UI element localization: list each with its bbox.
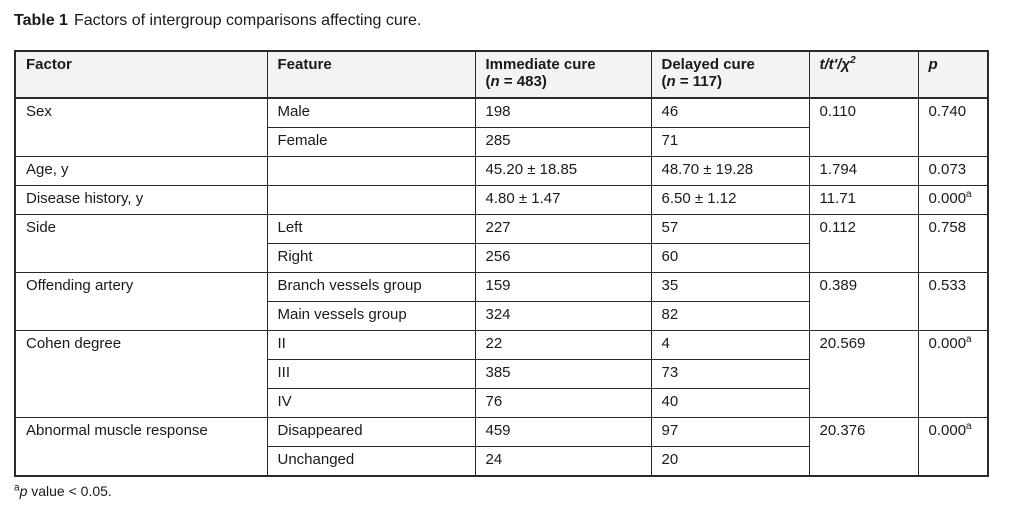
table-row: Unchanged 24 20 <box>15 446 988 477</box>
table-label: Table 1 <box>14 12 68 29</box>
table-row: Offending artery Branch vessels group 15… <box>14 272 989 331</box>
delayed-cell: 71 <box>650 127 810 157</box>
table-title: Factors of intergroup comparisons affect… <box>73 12 422 29</box>
table-row: Main vessels group 324 82 <box>15 301 988 331</box>
stat-cell: 1.794 <box>808 156 919 186</box>
delayed-cell: 97 <box>650 417 810 447</box>
delayed-cell: 48.70 ± 19.28 <box>650 156 810 186</box>
header-stat: t/t'/χ2 <box>808 50 919 99</box>
immediate-cell: 227 <box>474 214 652 244</box>
factor-cell: Age, y <box>14 156 268 186</box>
factor-cell: Abnormal muscle response <box>14 417 268 477</box>
table-row: Age, y 45.20 ± 18.85 48.70 ± 19.28 1.794… <box>14 156 989 186</box>
stat-cell: 0.110 <box>808 97 919 157</box>
stat-cell: 0.389 <box>808 272 919 331</box>
feature-cell: Disappeared <box>266 417 476 447</box>
header-delayed: Delayed cure (n = 117) <box>650 50 810 99</box>
stat-cell: 20.376 <box>808 417 919 477</box>
header-factor: Factor <box>14 50 268 99</box>
factor-cell: Sex <box>14 97 268 157</box>
feature-cell: Main vessels group <box>266 301 476 331</box>
factor-cell: Offending artery <box>14 272 268 331</box>
immediate-cell: 324 <box>474 301 652 331</box>
immediate-cell: 385 <box>474 359 652 389</box>
immediate-cell: 24 <box>474 446 652 477</box>
p-cell: 0.740 <box>917 97 989 157</box>
data-table: Factor Feature Immediate cure (n = 483) D… <box>14 50 989 477</box>
stat-cell: 11.71 <box>808 185 919 215</box>
immediate-cell: 45.20 ± 18.85 <box>474 156 652 186</box>
immediate-cell: 4.80 ± 1.47 <box>474 185 652 215</box>
factor-cell: Side <box>14 214 268 273</box>
immediate-cell: 459 <box>474 417 652 447</box>
immediate-cell: 159 <box>474 272 652 302</box>
feature-cell: III <box>266 359 476 389</box>
p-cell: 0.000a <box>917 185 989 215</box>
immediate-cell: 285 <box>474 127 652 157</box>
table-row: Disease history, y 4.80 ± 1.47 6.50 ± 1.… <box>14 185 989 215</box>
delayed-cell: 4 <box>650 330 810 360</box>
table-row: IV 76 40 <box>15 388 988 418</box>
delayed-cell: 20 <box>650 446 810 477</box>
table-row: Right 256 60 <box>15 243 988 273</box>
table-caption: Table 1 Factors of intergroup comparisons… <box>14 10 421 32</box>
feature-cell <box>266 156 476 186</box>
p-cell: 0.073 <box>917 156 989 186</box>
immediate-cell: 76 <box>474 388 652 418</box>
delayed-cell: 46 <box>650 97 810 128</box>
p-cell: 0.000a <box>917 330 989 418</box>
header-immediate: Immediate cure (n = 483) <box>474 50 652 99</box>
header-p: p <box>917 50 989 99</box>
feature-cell: Unchanged <box>266 446 476 477</box>
feature-cell: II <box>266 330 476 360</box>
feature-cell: Male <box>266 97 476 128</box>
table-row: Side Left 227 57 0.112 0.758 <box>14 214 989 273</box>
table-row: Sex Male 198 46 0.110 0.740 <box>14 97 989 157</box>
stat-cell: 20.569 <box>808 330 919 418</box>
factor-cell: Cohen degree <box>14 330 268 418</box>
delayed-cell: 60 <box>650 243 810 273</box>
delayed-cell: 40 <box>650 388 810 418</box>
feature-cell: Branch vessels group <box>266 272 476 302</box>
immediate-cell: 22 <box>474 330 652 360</box>
stat-cell: 0.112 <box>808 214 919 273</box>
delayed-cell: 57 <box>650 214 810 244</box>
table-footnote: ap value < 0.05. <box>14 482 112 499</box>
header-feature: Feature <box>266 50 476 99</box>
feature-cell: Left <box>266 214 476 244</box>
table-row: III 385 73 <box>15 359 988 389</box>
header-row: Factor Feature Immediate cure (n = 483) D… <box>14 50 989 99</box>
delayed-cell: 6.50 ± 1.12 <box>650 185 810 215</box>
p-cell: 0.000a <box>917 417 989 477</box>
delayed-cell: 73 <box>650 359 810 389</box>
p-cell: 0.533 <box>917 272 989 331</box>
delayed-cell: 35 <box>650 272 810 302</box>
feature-cell: IV <box>266 388 476 418</box>
feature-cell <box>266 185 476 215</box>
feature-cell: Female <box>266 127 476 157</box>
factor-cell: Disease history, y <box>14 185 268 215</box>
immediate-cell: 198 <box>474 97 652 128</box>
delayed-cell: 82 <box>650 301 810 331</box>
feature-cell: Right <box>266 243 476 273</box>
immediate-cell: 256 <box>474 243 652 273</box>
table-row: Cohen degree II 22 4 20.569 0.000a <box>14 330 989 418</box>
table-row: Abnormal muscle response Disappeared 459… <box>14 417 989 477</box>
table-row: Female 285 71 <box>15 127 988 157</box>
p-cell: 0.758 <box>917 214 989 273</box>
